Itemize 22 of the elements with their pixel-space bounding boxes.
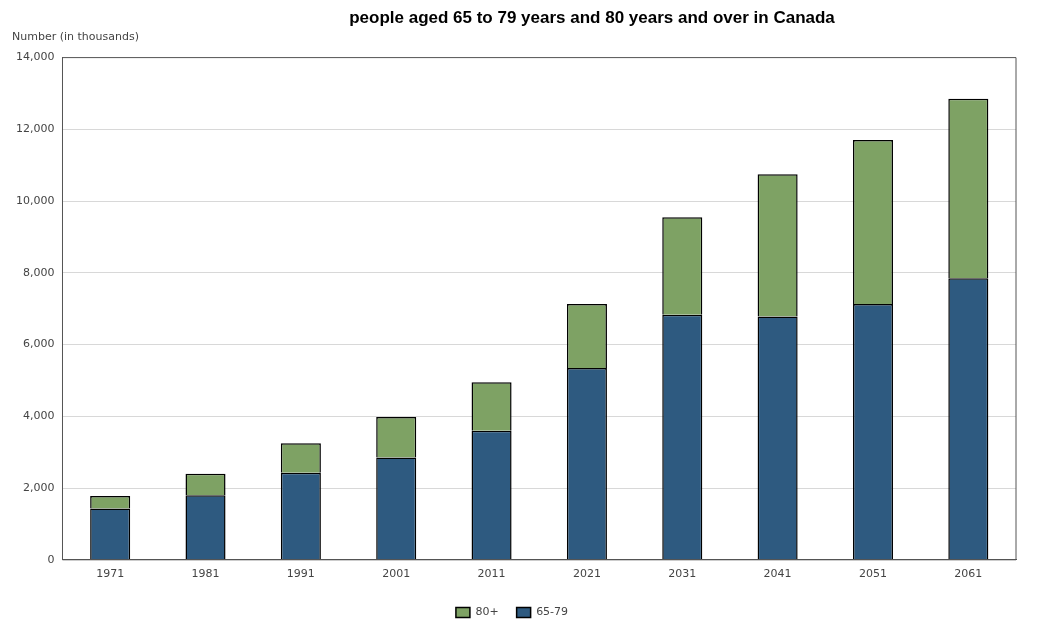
legend-label: 80+ <box>475 605 499 619</box>
x-tick-label: 2011 <box>477 567 506 581</box>
x-tick-label: 1971 <box>96 567 125 581</box>
y-tick-label: 4,000 <box>22 409 55 423</box>
y-tick-label: 12,000 <box>15 122 55 136</box>
x-tick-label: 1991 <box>286 567 315 581</box>
x-tick-label: 2061 <box>954 567 983 581</box>
y-axis-title: Number (in thousands) <box>12 30 140 43</box>
y-tick-label: 6,000 <box>22 337 55 351</box>
legend-label: 65-79 <box>536 605 569 619</box>
x-tick-label: 2031 <box>668 567 697 581</box>
x-tick-label: 2021 <box>572 567 601 581</box>
x-tick-label: 2041 <box>763 567 792 581</box>
x-tick-label: 1981 <box>191 567 220 581</box>
x-tick-label: 2001 <box>382 567 411 581</box>
chart-title: people aged 65 to 79 years and 80 years and over in Canada <box>348 8 836 28</box>
y-tick-label: 14,000 <box>15 50 55 64</box>
y-tick-label: 2,000 <box>22 480 55 494</box>
y-tick-label: 10,000 <box>15 193 55 207</box>
y-tick-label: 0 <box>47 552 55 566</box>
y-tick-label: 8,000 <box>22 265 55 279</box>
x-tick-label: 2051 <box>858 567 887 581</box>
